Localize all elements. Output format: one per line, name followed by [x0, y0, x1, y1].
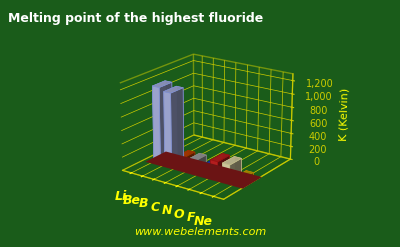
Text: www.webelements.com: www.webelements.com [134, 227, 266, 237]
Text: Melting point of the highest fluoride: Melting point of the highest fluoride [8, 12, 263, 25]
